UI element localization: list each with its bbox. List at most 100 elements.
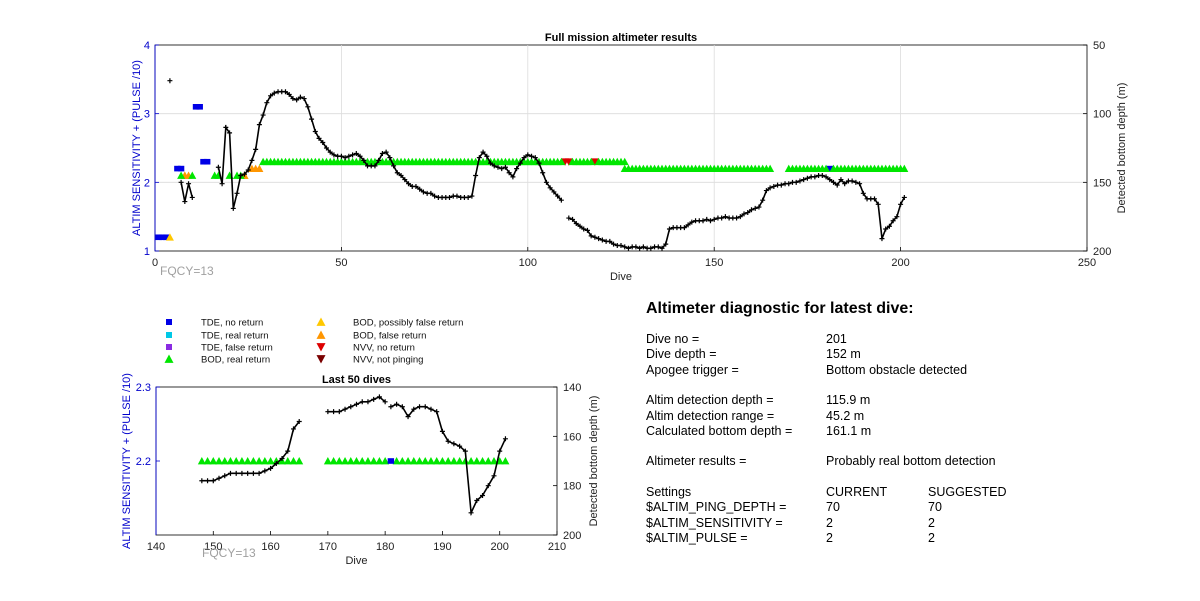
marker-square xyxy=(177,165,185,172)
full-mission-x-tick-label: 150 xyxy=(705,257,723,269)
last-50-title: Last 50 dives xyxy=(322,374,391,386)
depth-point xyxy=(842,181,848,187)
full-mission-y2-tick-label: 150 xyxy=(1093,177,1111,189)
depth-point xyxy=(297,94,303,100)
legend-item: TDE, real return xyxy=(166,331,269,342)
marker-triangle-up xyxy=(432,457,441,465)
marker-triangle-up xyxy=(484,457,493,465)
marker-square xyxy=(192,104,200,110)
marker-triangle-up xyxy=(188,171,197,179)
depth-point xyxy=(890,218,896,224)
marker-triangle-up xyxy=(165,233,174,241)
marker-triangle-up xyxy=(329,457,338,465)
pulse-current: 2 xyxy=(826,530,833,545)
marker-triangle-up xyxy=(369,457,378,465)
depth-point xyxy=(241,171,247,177)
depth-point xyxy=(611,241,617,247)
marker-triangle-down xyxy=(564,158,573,166)
depth-point xyxy=(704,216,710,222)
marker-triangle-up xyxy=(404,457,413,465)
depth-point xyxy=(529,153,535,159)
depth-point xyxy=(376,394,382,400)
full-mission-x-label: Dive xyxy=(610,271,632,283)
depth-line xyxy=(180,182,194,202)
full-mission-y2-label: Detected bottom depth (m) xyxy=(1116,83,1128,214)
depth-point xyxy=(451,441,457,447)
marker-triangle-up xyxy=(295,457,304,465)
depth-point xyxy=(432,193,438,199)
dive-no-value: 201 xyxy=(826,332,847,346)
depth-point xyxy=(394,401,400,407)
depth-point xyxy=(182,199,188,205)
depth-point xyxy=(372,163,378,169)
marker-triangle-up xyxy=(620,157,629,166)
depth-point xyxy=(383,149,389,155)
last-50-x-tick-label: 150 xyxy=(204,541,222,553)
depth-point xyxy=(655,244,661,250)
depth-point xyxy=(250,470,256,476)
depth-point xyxy=(592,234,598,240)
marker-triangle-up xyxy=(478,457,487,465)
ping-depth-label: $ALTIM_PING_DEPTH = xyxy=(646,500,787,515)
depth-point xyxy=(469,193,475,199)
marker-triangle-up xyxy=(226,457,235,465)
depth-point xyxy=(222,473,228,479)
depth-point xyxy=(238,172,244,178)
ping-depth-suggested: 70 xyxy=(928,500,942,515)
calc-depth-row: Calculated bottom depth = 161.1 m xyxy=(646,424,1066,439)
marker-square xyxy=(203,158,211,165)
depth-point xyxy=(353,150,359,156)
depth-point xyxy=(253,146,259,152)
depth-point xyxy=(473,172,479,178)
depth-point xyxy=(819,172,825,178)
marker-triangle-up xyxy=(237,457,246,465)
depth-point xyxy=(301,96,307,102)
depth-point xyxy=(365,399,371,405)
detect-range-value: 45.2 m xyxy=(826,408,865,423)
last-50-fqcy-label: FQCY=13 xyxy=(202,546,256,560)
depth-point xyxy=(570,216,576,222)
depth-point xyxy=(801,177,807,183)
depth-point xyxy=(434,409,440,415)
depth-point xyxy=(849,178,855,184)
depth-point xyxy=(760,197,766,203)
last-50-y2-tick-label: 180 xyxy=(563,481,581,493)
depth-point xyxy=(536,160,542,166)
last-50-x-tick-label: 170 xyxy=(319,541,337,553)
depth-point xyxy=(499,166,505,172)
depth-point xyxy=(264,100,270,106)
legend-item: NVV, not pinging xyxy=(316,355,423,366)
depth-point xyxy=(294,97,300,103)
depth-point xyxy=(812,174,818,180)
depth-point xyxy=(391,163,397,169)
legend-item: BOD, false return xyxy=(316,330,426,342)
depth-point xyxy=(830,179,836,185)
depth-point xyxy=(219,181,225,187)
last-50-y-tick-label: 2.3 xyxy=(136,382,151,394)
depth-point xyxy=(215,164,221,170)
depth-point xyxy=(189,194,195,200)
depth-point xyxy=(495,164,501,170)
marker-triangle-up xyxy=(352,457,361,465)
diagnostic-panel: Altimeter diagnostic for latest dive: Di… xyxy=(646,300,1066,546)
depth-point xyxy=(387,155,393,161)
depth-point xyxy=(268,465,274,471)
legend-label: TDE, no return xyxy=(201,318,263,329)
marker-triangle-up xyxy=(197,457,206,465)
depth-point xyxy=(719,215,725,221)
depth-point xyxy=(510,174,516,180)
legend-marker-triangle-up xyxy=(164,354,174,363)
depth-point xyxy=(205,478,211,484)
depth-point xyxy=(394,170,400,176)
depth-point xyxy=(346,153,352,159)
depth-point xyxy=(707,218,713,224)
results-row: Altimeter results = Probably real bottom… xyxy=(646,454,1066,469)
full-mission-x-tick-label: 100 xyxy=(519,257,537,269)
depth-point xyxy=(468,510,474,516)
depth-point xyxy=(581,226,587,232)
depth-point xyxy=(663,241,669,247)
results-label: Altimeter results = xyxy=(646,454,747,469)
last-50-x-tick-label: 160 xyxy=(261,541,279,553)
marker-triangle-up xyxy=(501,457,510,465)
marker-triangle-up xyxy=(900,164,909,172)
